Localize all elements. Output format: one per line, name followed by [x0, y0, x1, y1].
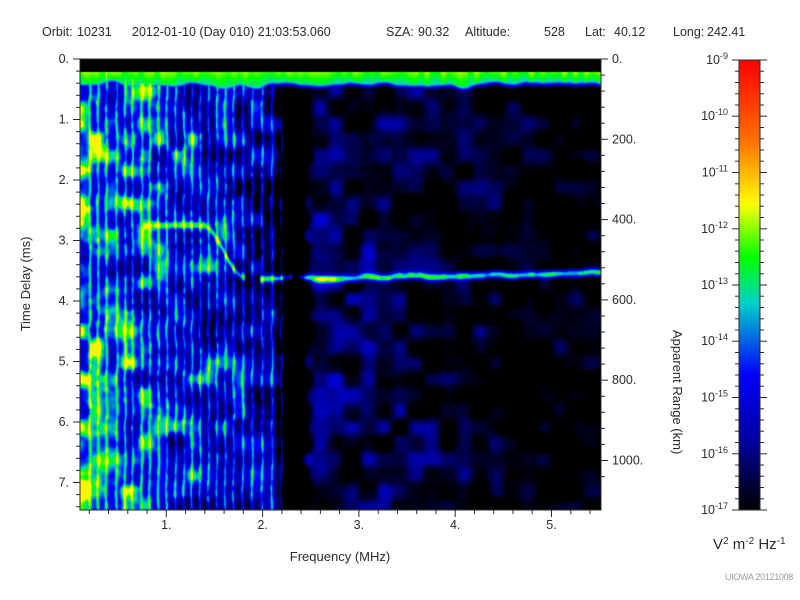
svg-text:10-15: 10-15: [701, 389, 728, 405]
svg-text:600.: 600.: [612, 293, 636, 307]
svg-text:2.: 2.: [59, 173, 69, 187]
svg-text:400.: 400.: [612, 213, 636, 227]
svg-text:4.: 4.: [450, 518, 460, 532]
svg-text:3.: 3.: [59, 234, 69, 248]
svg-text:10-10: 10-10: [701, 107, 728, 123]
svg-text:10-9: 10-9: [706, 51, 728, 67]
svg-text:0.: 0.: [612, 52, 622, 66]
svg-text:10-13: 10-13: [701, 276, 728, 292]
svg-text:5.: 5.: [59, 355, 69, 369]
svg-text:7.: 7.: [59, 476, 69, 490]
svg-text:200.: 200.: [612, 132, 636, 146]
svg-text:6.: 6.: [59, 415, 69, 429]
svg-text:10-16: 10-16: [701, 445, 728, 461]
svg-text:800.: 800.: [612, 373, 636, 387]
svg-text:3.: 3.: [354, 518, 364, 532]
svg-text:1.: 1.: [161, 518, 171, 532]
svg-text:1.: 1.: [59, 113, 69, 127]
svg-text:1000.: 1000.: [612, 454, 643, 468]
svg-text:0.: 0.: [59, 52, 69, 66]
svg-text:10-12: 10-12: [701, 220, 728, 236]
svg-text:10-17: 10-17: [701, 501, 728, 517]
svg-text:4.: 4.: [59, 294, 69, 308]
svg-text:2.: 2.: [257, 518, 267, 532]
svg-text:10-14: 10-14: [701, 332, 728, 348]
svg-text:V2 m-2 Hz-1: V2 m-2 Hz-1: [713, 536, 786, 554]
svg-text:10-11: 10-11: [702, 164, 728, 180]
svg-text:5.: 5.: [546, 518, 556, 532]
